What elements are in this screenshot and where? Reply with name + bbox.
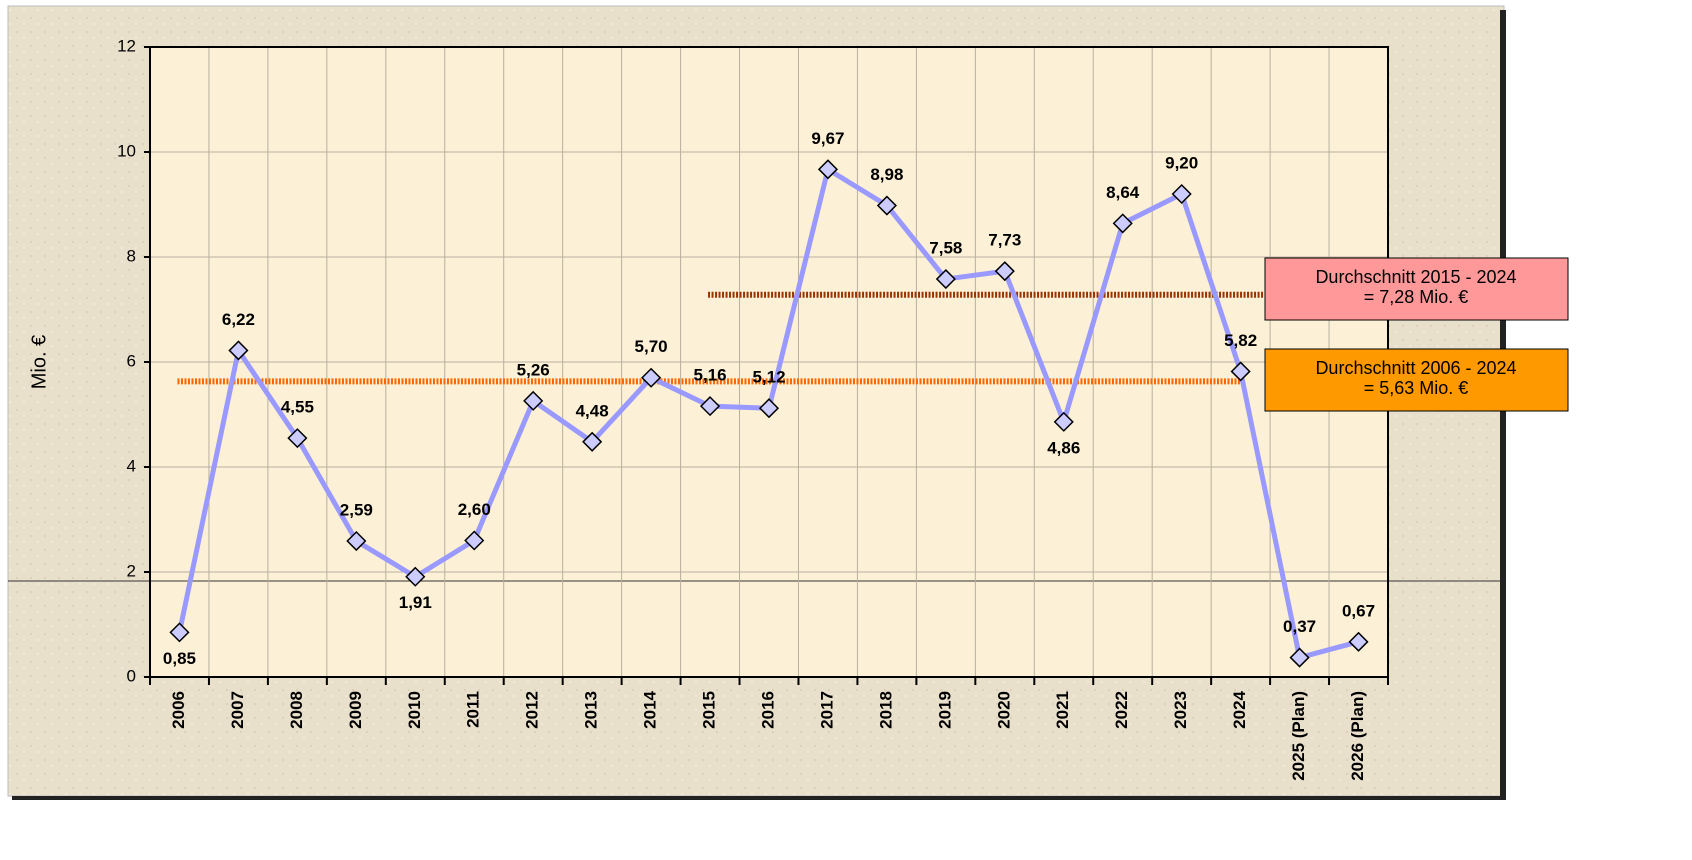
data-point bbox=[758, 398, 780, 419]
x-tick-label: 2025 (Plan) bbox=[1289, 691, 1308, 781]
data-point bbox=[228, 340, 249, 361]
x-tick-label: 2024 bbox=[1230, 690, 1249, 728]
data-label: 6,22 bbox=[222, 310, 255, 329]
data-label: 8,64 bbox=[1106, 183, 1140, 202]
data-point bbox=[346, 530, 367, 552]
y-tick-label: 4 bbox=[127, 456, 136, 475]
y-tick-label: 2 bbox=[127, 561, 136, 580]
average-box bbox=[1264, 348, 1569, 412]
data-point bbox=[1053, 411, 1074, 432]
data-label: 4,86 bbox=[1047, 438, 1080, 457]
data-label: 5,82 bbox=[1224, 331, 1257, 350]
x-tick-label: 2017 bbox=[817, 691, 836, 729]
x-tick-label: 2007 bbox=[228, 691, 247, 729]
x-tick-label: 2022 bbox=[1112, 691, 1131, 729]
x-tick-label: 2018 bbox=[876, 691, 895, 729]
data-label: 0,37 bbox=[1283, 617, 1316, 636]
x-tick-label: 2021 bbox=[1053, 691, 1072, 729]
data-label: 4,55 bbox=[281, 398, 314, 417]
data-point bbox=[876, 195, 897, 216]
average-value-label: = 5,63 Mio. € bbox=[1364, 378, 1469, 398]
x-tick-label: 2011 bbox=[464, 691, 483, 728]
data-label: 1,91 bbox=[399, 593, 432, 612]
data-point bbox=[1112, 213, 1133, 234]
data-label: 9,67 bbox=[811, 129, 844, 148]
y-tick-label: 0 bbox=[127, 666, 136, 685]
data-label: 0,67 bbox=[1342, 601, 1375, 620]
average-value-label: = 7,28 Mio. € bbox=[1364, 287, 1469, 307]
data-label: 2,60 bbox=[458, 500, 491, 519]
data-point bbox=[1230, 361, 1251, 382]
data-point bbox=[169, 622, 190, 643]
data-point bbox=[582, 431, 603, 452]
data-point bbox=[523, 390, 544, 411]
data-label: 0,85 bbox=[163, 649, 196, 668]
x-tick-label: 2009 bbox=[346, 691, 365, 729]
data-label: 5,26 bbox=[517, 360, 550, 379]
x-tick-label: 2020 bbox=[994, 691, 1013, 729]
frame-shadow bbox=[12, 796, 1506, 800]
data-label: 8,98 bbox=[870, 165, 903, 184]
y-tick-label: 6 bbox=[127, 351, 136, 370]
data-point bbox=[935, 268, 956, 290]
data-label: 5,16 bbox=[694, 366, 727, 385]
y-tick-label: 10 bbox=[117, 141, 136, 160]
data-label: 7,58 bbox=[929, 239, 962, 258]
x-tick-label: 2023 bbox=[1171, 691, 1190, 729]
x-tick-label: 2026 (Plan) bbox=[1348, 691, 1367, 781]
x-tick-label: 2010 bbox=[405, 691, 424, 729]
y-axis-label: Mio. € bbox=[28, 335, 50, 389]
data-label: 9,20 bbox=[1165, 153, 1198, 172]
data-point bbox=[464, 530, 485, 551]
x-tick-label: 2006 bbox=[169, 691, 188, 729]
y-tick-label: 12 bbox=[117, 36, 136, 55]
data-point bbox=[994, 261, 1015, 282]
data-point bbox=[817, 159, 839, 180]
x-tick-label: 2008 bbox=[287, 691, 306, 729]
x-tick-label: 2016 bbox=[758, 691, 777, 729]
average-box bbox=[1264, 257, 1569, 321]
average-label: Durchschnitt 2006 - 2024 bbox=[1315, 358, 1516, 378]
data-point bbox=[1171, 183, 1192, 205]
data-label: 2,59 bbox=[340, 501, 373, 520]
average-label: Durchschnitt 2015 - 2024 bbox=[1315, 267, 1516, 287]
data-point bbox=[1289, 647, 1310, 668]
x-tick-label: 2015 bbox=[700, 691, 719, 729]
data-label: 5,70 bbox=[635, 337, 668, 356]
data-label: 5,12 bbox=[752, 368, 785, 387]
data-point bbox=[641, 367, 662, 388]
data-label: 4,48 bbox=[576, 401, 609, 420]
data-label: 7,73 bbox=[988, 231, 1021, 250]
x-tick-label: 2012 bbox=[523, 691, 542, 729]
data-point bbox=[287, 428, 308, 449]
data-point bbox=[699, 396, 721, 417]
y-tick-label: 8 bbox=[127, 246, 136, 265]
data-point bbox=[1348, 631, 1369, 652]
data-point bbox=[405, 566, 426, 587]
x-tick-label: 2014 bbox=[641, 690, 660, 728]
x-tick-label: 2019 bbox=[935, 691, 954, 729]
x-tick-label: 2013 bbox=[582, 691, 601, 729]
